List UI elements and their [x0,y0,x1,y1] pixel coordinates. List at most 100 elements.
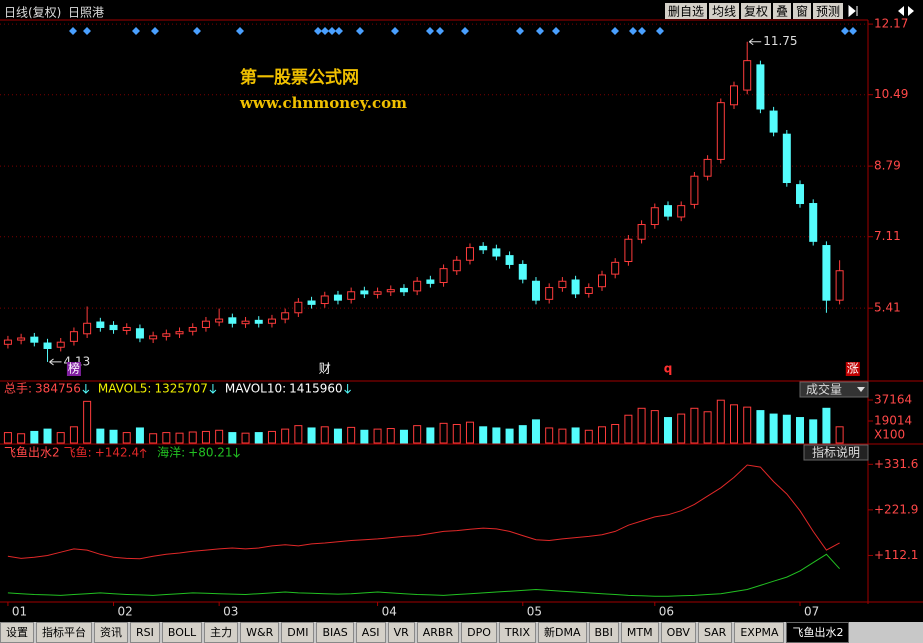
signal-diamond [335,27,343,35]
tab[interactable]: RSI [130,622,160,643]
trend-arrow [233,448,240,458]
signal-diamond [391,27,399,35]
dropdown[interactable] [799,381,869,398]
toolbar-button-label[interactable]: 预测 [816,5,840,19]
candle-body [809,203,818,242]
toolbar-button[interactable] [665,3,707,19]
candle-body [109,324,118,331]
volume-bar [320,426,329,444]
tab[interactable]: 设置 [0,622,34,643]
tab[interactable]: DPO [461,622,497,643]
volume-bar [650,410,659,444]
indicator-line [7,464,840,560]
tab[interactable]: W&R [240,622,280,643]
toolbar-button-label[interactable]: 窗 [796,5,808,19]
tab[interactable]: ARBR [416,622,460,643]
tab[interactable]: 飞鱼出水2 [786,622,850,643]
tab[interactable]: SAR [697,622,733,643]
volume-bar [386,428,395,444]
signal-diamond [611,27,619,35]
help-button[interactable] [803,444,869,461]
candle-body [439,268,448,284]
candle-body [43,342,52,349]
signal-diamond [321,27,329,35]
candle-body [597,274,606,288]
tab[interactable]: 新DMA [538,622,587,643]
stock-name: 日照港 [68,6,104,20]
volume-bar [17,433,26,444]
signal-diamond [328,27,336,35]
tab[interactable]: TRIX [498,622,537,643]
signal-diamond [461,27,469,35]
volume-bar [228,432,237,444]
tab[interactable]: VR [387,622,415,643]
event-marker: 涨 [847,361,859,376]
event-marker: 财 [319,362,331,376]
candle-body [3,339,12,345]
legend-value: 1415960 [289,382,342,396]
toolbar-button[interactable] [709,3,739,19]
tab[interactable]: OBV [660,622,696,643]
tab[interactable]: 指标平台 [36,622,92,643]
volume-bar [545,427,554,444]
tab[interactable]: EXPMA [734,622,785,643]
tab[interactable]: ASI [355,622,386,643]
candle-body [465,247,474,261]
tab[interactable]: DMI [281,622,315,643]
candle-body [822,245,831,301]
annotation-label: 11.75 [763,34,797,48]
x-tick-label: 02 [118,605,133,619]
volume-bar [743,406,752,444]
toolbar-button-label[interactable]: 均线 [712,5,736,19]
help-button-label[interactable]: 指标说明 [812,445,860,460]
volume-bar [426,427,435,444]
candle-body [571,279,580,295]
nav-icon [898,6,914,16]
toolbar-button[interactable] [793,3,811,19]
candle-body [545,287,554,300]
legend-name: 总手: [4,382,32,396]
tab-bar: 设置 指标平台 资讯 RSI BOLL 主力 W&R DMI BIAS ASI VR ARBR DPO T… [0,622,923,643]
watermark: www.chnmoney.com [239,94,407,112]
candle-body [730,85,739,106]
volume-bar [531,419,540,444]
tab[interactable]: 主力 [204,622,239,643]
candle-body [188,326,197,332]
signal-diamond [236,27,244,35]
candle-body [492,248,501,257]
candle-body [241,320,250,325]
volume-bar [611,423,620,444]
y-tick-label: 19014 [874,414,912,428]
signal-diamond [436,27,444,35]
signal-diamond [629,27,637,35]
tab[interactable]: MTM [620,622,659,643]
dropdown-label[interactable]: 成交量 [806,382,842,397]
volume-bar [690,407,699,444]
legend-value: +80.21 [188,446,232,460]
candle-body [83,322,92,335]
tab[interactable]: 资讯 [94,622,128,643]
signal-diamond [638,27,646,35]
volume-bar [663,417,672,444]
toolbar-button-label[interactable]: 复权 [744,5,768,19]
volume-bar [267,430,276,444]
volume-bar [677,413,686,444]
toolbar-button[interactable] [773,3,791,19]
tab[interactable]: BOLL [161,622,203,643]
tab[interactable]: BBI [588,622,619,643]
candle-body [162,333,171,337]
volume-bar [703,411,712,444]
annotation-arrow [748,38,762,46]
trend-arrow [82,384,90,394]
tab[interactable]: BIAS [316,622,354,643]
toolbar-button-label[interactable]: 删自选 [668,5,704,19]
volume-bar [188,431,197,444]
candle-body [17,337,26,341]
signal-diamond [193,27,201,35]
legend-value: 1325707 [154,382,207,396]
toolbar-button-label[interactable]: 叠 [776,5,788,19]
event-marker-bg [66,362,81,376]
toolbar-button[interactable] [741,3,771,19]
volume-bar [254,432,263,444]
toolbar-button[interactable] [813,3,843,19]
